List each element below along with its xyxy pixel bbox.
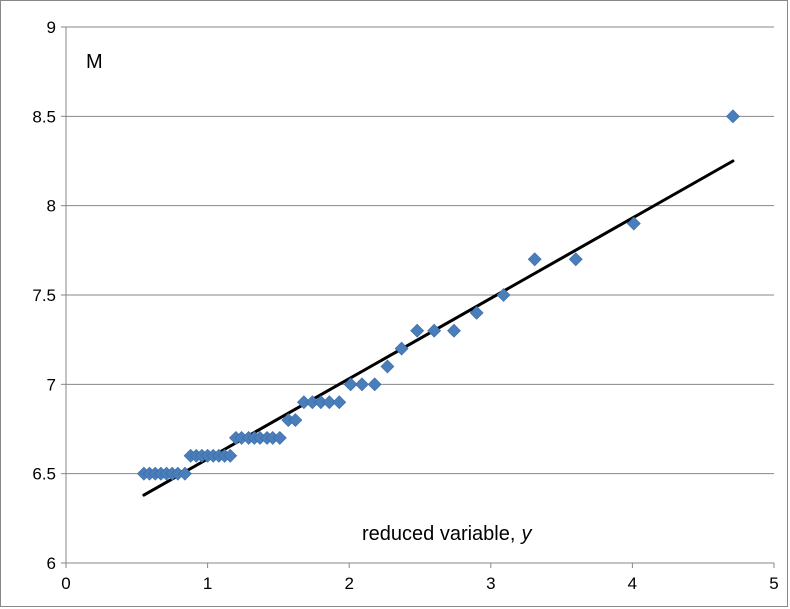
x-tick-label-1: 1	[203, 574, 212, 593]
y-tick-label-6: 9	[47, 18, 56, 37]
data-points	[136, 109, 740, 481]
axes	[61, 26, 775, 568]
gridlines	[66, 26, 774, 475]
x-tick-label-2: 2	[344, 574, 353, 593]
data-point-43	[626, 216, 641, 231]
data-point-29	[322, 395, 337, 410]
trendline-group	[142, 159, 735, 497]
data-point-30	[332, 395, 347, 410]
series-label-m: M	[86, 51, 103, 73]
x-tick-label-0: 0	[61, 574, 70, 593]
data-point-38	[447, 323, 461, 338]
x-axis-label-text: reduced variable,	[362, 523, 515, 545]
data-point-31	[343, 377, 358, 392]
data-point-32	[355, 377, 369, 392]
data-point-7	[178, 466, 192, 481]
x-tick-label-5: 5	[769, 574, 778, 593]
y-tick-label-5: 8.5	[32, 107, 56, 126]
data-point-33	[367, 377, 382, 392]
data-point-34	[380, 359, 395, 374]
x-tick-labels: 0 1 2 3 4 5	[61, 574, 778, 593]
data-point-23	[272, 431, 287, 445]
data-point-35	[394, 341, 409, 356]
data-point-37	[427, 323, 442, 338]
data-point-15	[223, 448, 238, 463]
data-point-36	[410, 323, 425, 338]
y-tick-label-3: 7.5	[32, 286, 56, 305]
data-point-44	[726, 109, 740, 124]
x-axis-label: reduced variable, y	[362, 523, 532, 545]
y-tick-label-0: 6	[47, 554, 56, 573]
data-point-25	[288, 413, 303, 427]
y-tick-label-4: 8	[47, 197, 56, 216]
data-point-40	[496, 288, 511, 302]
y-tick-labels: 6 6.5 7 7.5 8 8.5 9	[32, 18, 56, 573]
x-tick-label-4: 4	[628, 574, 637, 593]
y-tick-label-1: 6.5	[32, 465, 56, 484]
x-axis-label-variable: y	[519, 523, 532, 545]
data-point-41	[527, 252, 542, 267]
data-point-42	[568, 252, 583, 267]
data-point-39	[469, 305, 484, 320]
y-tick-label-2: 7	[47, 375, 56, 394]
x-tick-label-3: 3	[486, 574, 495, 593]
trendline	[142, 159, 735, 497]
